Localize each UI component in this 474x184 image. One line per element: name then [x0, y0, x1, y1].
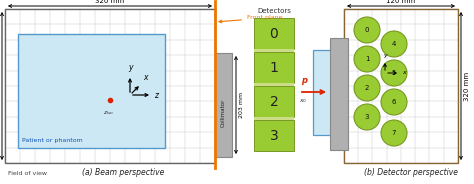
Circle shape: [381, 120, 407, 146]
Text: Collimator: Collimator: [221, 99, 226, 127]
Text: 6: 6: [392, 99, 396, 105]
Bar: [254, 83, 294, 86]
Text: 3: 3: [365, 114, 369, 120]
Text: y: y: [383, 53, 387, 58]
Text: (b) Detector perspective: (b) Detector perspective: [364, 168, 458, 177]
Text: 320 mm: 320 mm: [464, 71, 470, 101]
Text: p: p: [301, 76, 307, 85]
Text: 320 mm: 320 mm: [95, 0, 125, 4]
Text: (a) Beam perspective: (a) Beam perspective: [82, 168, 164, 177]
Text: 1: 1: [270, 61, 278, 75]
Bar: [215, 53, 232, 157]
Text: 120 mm: 120 mm: [386, 0, 416, 4]
Bar: [254, 49, 294, 52]
Bar: [5, 9, 215, 163]
Text: z: z: [154, 91, 158, 100]
Bar: [254, 18, 294, 49]
Text: Field of view: Field of view: [8, 171, 47, 176]
Text: 3: 3: [270, 128, 278, 142]
Circle shape: [381, 31, 407, 57]
Bar: [254, 120, 294, 151]
Bar: [254, 117, 294, 120]
Bar: [254, 86, 294, 117]
Text: 0: 0: [270, 26, 278, 40]
Text: Front plane: Front plane: [219, 15, 283, 23]
Circle shape: [354, 46, 380, 72]
Circle shape: [354, 17, 380, 43]
Circle shape: [381, 89, 407, 115]
Circle shape: [381, 60, 407, 86]
Bar: [313, 50, 333, 135]
Text: x: x: [143, 73, 147, 82]
Text: y: y: [128, 63, 132, 72]
Bar: [254, 52, 294, 83]
Text: 7: 7: [392, 130, 396, 136]
Text: 0: 0: [365, 27, 369, 33]
Text: x: x: [402, 70, 406, 75]
Text: 2: 2: [365, 85, 369, 91]
Circle shape: [354, 104, 380, 130]
Text: Patient or phantom: Patient or phantom: [22, 138, 83, 143]
Text: Detectors: Detectors: [257, 8, 291, 14]
Text: $z_{iso}$: $z_{iso}$: [103, 109, 115, 117]
Bar: [344, 9, 458, 163]
Circle shape: [354, 75, 380, 101]
Text: 4: 4: [392, 41, 396, 47]
Text: $x_0$: $x_0$: [299, 97, 307, 105]
Bar: [18, 34, 165, 148]
Text: 203 mm: 203 mm: [239, 92, 244, 118]
Text: 2: 2: [270, 95, 278, 109]
Text: 1: 1: [365, 56, 369, 62]
Text: 5: 5: [392, 70, 396, 76]
Bar: [330, 38, 348, 150]
